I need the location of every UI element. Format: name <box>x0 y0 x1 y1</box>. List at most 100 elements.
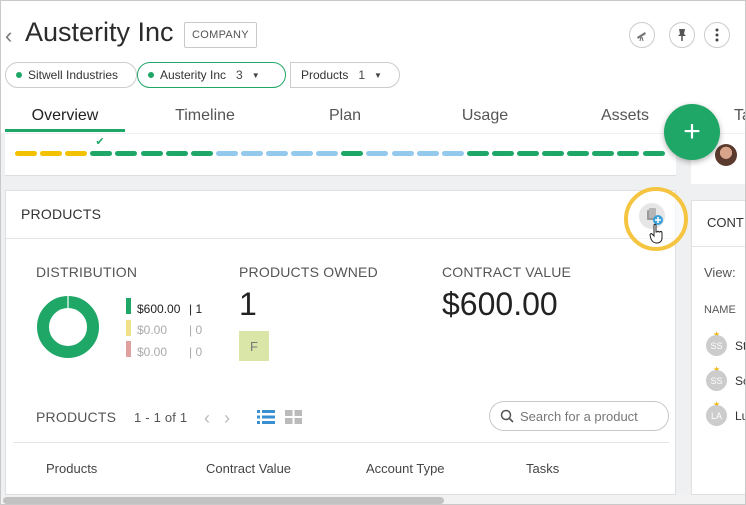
caret-down-icon: ▼ <box>251 70 260 80</box>
prev-page-icon[interactable]: ‹ <box>204 408 210 428</box>
progress-segment[interactable] <box>240 151 263 156</box>
lifecycle-progress <box>5 134 676 176</box>
legend-swatch <box>126 341 131 357</box>
contact-name[interactable]: Lu <box>735 409 745 423</box>
progress-segment[interactable] <box>65 151 88 156</box>
progress-segment[interactable] <box>140 151 163 156</box>
products-list-label: PRODUCTS <box>36 409 117 425</box>
products-panel-title: PRODUCTS <box>21 206 102 222</box>
scrollbar-thumb[interactable] <box>3 497 444 504</box>
progress-segment[interactable] <box>291 151 314 156</box>
back-chevron-icon[interactable]: ‹ <box>5 23 13 48</box>
contact-name[interactable]: St <box>735 339 746 353</box>
contact-name[interactable]: Sc <box>735 374 745 388</box>
tab-usage[interactable]: Usage <box>461 107 509 124</box>
progress-segment[interactable] <box>416 151 439 156</box>
progress-segment[interactable] <box>441 151 464 156</box>
active-tab-indicator <box>5 129 125 132</box>
contacts-panel-title: CONT <box>707 215 744 230</box>
progress-segment[interactable] <box>15 151 37 156</box>
legend-value: $600.00 <box>137 302 181 316</box>
view-label: View: <box>704 265 736 280</box>
chip-label: Austerity Inc <box>160 68 227 82</box>
legend-swatch <box>126 320 131 336</box>
progress-segment[interactable] <box>617 151 640 156</box>
progress-segment[interactable] <box>466 151 489 156</box>
progress-segment[interactable] <box>391 151 414 156</box>
progress-segment[interactable] <box>316 151 339 156</box>
contact-avatar[interactable]: SS <box>706 335 727 356</box>
search-placeholder: Search for a product <box>520 408 638 424</box>
column-header-account-type[interactable]: Account Type <box>366 461 445 476</box>
progress-segment[interactable] <box>215 151 238 156</box>
progress-segment[interactable] <box>592 151 615 156</box>
legend-count: | 1 <box>189 302 203 316</box>
tab-overview[interactable]: Overview <box>31 107 99 124</box>
progress-segment[interactable] <box>165 151 188 156</box>
progress-segment[interactable] <box>491 151 514 156</box>
progress-segment[interactable] <box>567 151 590 156</box>
contract-value-label: CONTRACT VALUE <box>442 264 572 280</box>
status-dot <box>148 72 154 78</box>
legend-count: | 0 <box>189 323 203 337</box>
star-icon: ★ <box>713 330 721 339</box>
column-header-contract-value[interactable]: Contract Value <box>206 461 292 476</box>
chip-products[interactable]: Products 1 ▼ <box>290 62 400 88</box>
contact-avatar[interactable]: SS <box>706 370 727 391</box>
progress-segment[interactable] <box>517 151 539 156</box>
legend-value: $0.00 <box>137 323 168 337</box>
more-vertical-icon[interactable] <box>704 22 730 48</box>
progress-segment[interactable] <box>642 151 665 156</box>
tab-more[interactable]: Ta <box>734 107 745 124</box>
grid-view-icon[interactable] <box>285 410 302 429</box>
progress-segment[interactable] <box>40 151 63 156</box>
status-dot <box>16 72 22 78</box>
divider <box>13 442 669 443</box>
progress-segment[interactable] <box>115 151 138 156</box>
star-icon: ★ <box>713 400 721 409</box>
search-icon <box>500 409 514 423</box>
list-view-icon[interactable] <box>257 410 275 429</box>
chip-label: Products <box>301 68 349 82</box>
contract-value: $600.00 <box>442 286 558 322</box>
star-icon: ★ <box>713 365 721 374</box>
progress-segment[interactable] <box>90 151 113 156</box>
chip-current-account[interactable]: Austerity Inc 3 ▼ <box>137 62 286 88</box>
progress-segment[interactable] <box>190 151 213 156</box>
product-search-input[interactable]: Search for a product <box>489 401 669 431</box>
add-product-icon[interactable] <box>639 203 665 229</box>
hand-pointer-icon <box>649 223 665 250</box>
progress-segment[interactable] <box>542 151 565 156</box>
progress-segment[interactable] <box>366 151 389 156</box>
contact-avatar[interactable]: LA <box>706 405 727 426</box>
products-owned-label: PRODUCTS OWNED <box>239 264 378 280</box>
tab-bar: Overview Timeline Plan Usage Assets Ta <box>1 101 745 133</box>
account-type-badge: COMPANY <box>184 22 257 48</box>
divider <box>692 246 745 247</box>
progress-segment[interactable] <box>266 151 288 156</box>
column-header-products[interactable]: Products <box>46 461 98 476</box>
telescope-icon[interactable] <box>629 22 655 48</box>
chip-parent-account[interactable]: Sitwell Industries <box>5 62 137 88</box>
page-title: Austerity Inc <box>25 17 174 47</box>
product-tag[interactable]: F <box>239 331 269 361</box>
pin-icon[interactable] <box>669 22 695 48</box>
chip-count: 1 <box>358 68 366 82</box>
tab-assets[interactable]: Assets <box>600 107 649 124</box>
column-header-tasks[interactable]: Tasks <box>526 461 560 476</box>
legend-count: | 0 <box>189 345 203 359</box>
add-fab-button[interactable]: + <box>664 104 720 160</box>
name-column-header: NAME <box>704 304 736 316</box>
legend-swatch <box>126 298 131 314</box>
products-owned-value: 1 <box>239 286 257 322</box>
chip-count: 3 <box>236 68 243 82</box>
next-page-icon[interactable]: › <box>224 408 230 428</box>
owner-avatar[interactable] <box>715 144 737 166</box>
tab-timeline[interactable]: Timeline <box>175 107 235 124</box>
tab-plan[interactable]: Plan <box>328 107 362 124</box>
caret-down-icon: ▼ <box>374 70 382 80</box>
divider <box>6 238 675 239</box>
products-panel <box>5 190 676 495</box>
progress-segment[interactable] <box>341 151 364 156</box>
